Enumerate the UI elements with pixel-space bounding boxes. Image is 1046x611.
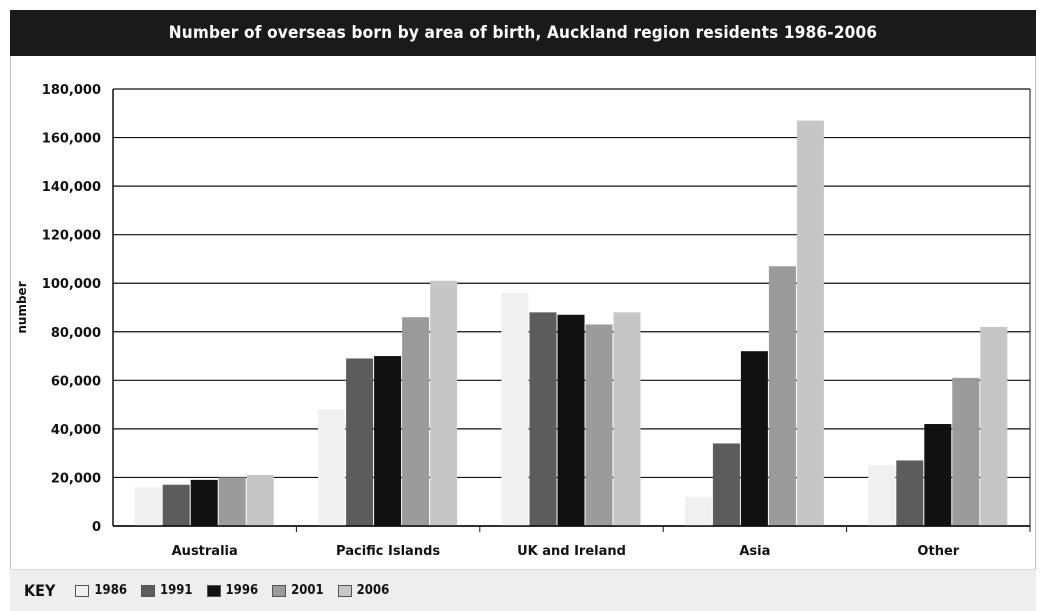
- y-tick-label: 20,000: [51, 471, 101, 486]
- legend-item: 1991: [140, 583, 193, 598]
- y-tick-label: 140,000: [42, 180, 101, 195]
- legend-label: 2006: [356, 583, 390, 598]
- y-tick-label: 160,000: [42, 132, 101, 147]
- legend-swatch: [272, 584, 287, 597]
- bar: [218, 477, 246, 526]
- y-tick-label: 40,000: [51, 423, 101, 438]
- bar: [529, 312, 557, 526]
- legend-label: 1996: [225, 583, 259, 598]
- bar: [430, 280, 458, 526]
- y-tick-label: 80,000: [51, 326, 101, 341]
- y-tick-label: 100,000: [42, 277, 101, 292]
- bar: [557, 314, 585, 526]
- bar: [896, 460, 924, 526]
- legend-swatch: [140, 584, 155, 597]
- bar: [684, 496, 712, 526]
- y-tick-label: 180,000: [42, 83, 101, 98]
- y-tick-label: 0: [92, 520, 101, 535]
- legend-items: 1986 1991 1996 2001 2006: [75, 583, 403, 598]
- bar-chart: 0 20,000 40,000 60,000 80,000 100,000 120,000 1…: [15, 83, 1031, 559]
- legend-swatch: [75, 584, 90, 597]
- legend-label: 2001: [291, 583, 324, 598]
- legend-swatch: [206, 584, 221, 597]
- bar: [796, 120, 824, 527]
- legend-item: 1996: [206, 583, 259, 598]
- legend: KEY 1986 1991 1996 2001 2006: [10, 569, 1036, 611]
- legend-label: 1986: [94, 583, 127, 598]
- x-tick-label: Pacific Islands: [336, 544, 440, 559]
- legend-item: 2006: [337, 583, 390, 598]
- bar: [190, 479, 218, 526]
- bar: [585, 324, 613, 526]
- bar: [402, 317, 430, 526]
- legend-key-label: KEY: [24, 581, 56, 600]
- y-tick-label: 60,000: [51, 374, 101, 389]
- bar: [980, 326, 1008, 526]
- bar: [134, 487, 162, 526]
- x-tick-label: Australia: [172, 544, 238, 559]
- bar: [740, 351, 768, 526]
- x-tick-label: UK and Ireland: [517, 544, 626, 559]
- bar: [501, 292, 529, 526]
- bar: [162, 484, 190, 526]
- x-tick-label: Asia: [739, 544, 770, 559]
- legend-swatch: [337, 584, 352, 597]
- y-axis-label: number: [15, 281, 29, 333]
- bar: [613, 312, 641, 526]
- x-tick-label: Other: [917, 544, 959, 559]
- bar: [246, 475, 274, 526]
- bar: [712, 443, 740, 526]
- legend-label: 1991: [159, 583, 193, 598]
- chart-title: Number of overseas born by area of birth…: [10, 10, 1036, 56]
- bar: [374, 356, 402, 526]
- legend-item: 2001: [272, 583, 324, 598]
- bar: [868, 465, 896, 526]
- bar: [952, 377, 980, 526]
- bar: [924, 424, 952, 526]
- bar: [318, 409, 346, 526]
- bar: [768, 266, 796, 526]
- bar: [346, 358, 374, 526]
- legend-item: 1986: [75, 583, 127, 598]
- plot-frame: [10, 56, 1036, 569]
- y-tick-label: 120,000: [42, 229, 101, 244]
